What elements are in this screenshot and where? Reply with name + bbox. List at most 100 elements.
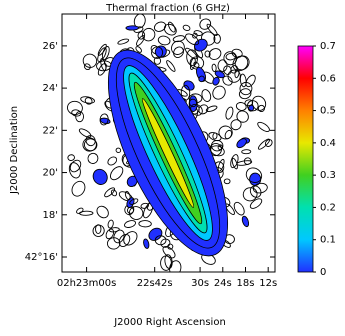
colorbar-tick-label: 0.6: [320, 73, 336, 84]
noise-contour: [230, 154, 239, 169]
colorbar-tick-label: 0.7: [320, 41, 336, 52]
y-tick-label: 22': [43, 125, 58, 136]
noise-contour: [233, 201, 245, 216]
noise-contour: [247, 100, 259, 112]
noise-contour: [82, 53, 98, 68]
noise-contour: [236, 110, 249, 123]
noise-contour: [99, 113, 109, 126]
noise-contour: [71, 109, 82, 117]
noise-contour: [209, 143, 222, 157]
noise-contour: [213, 33, 221, 44]
noise-contour: [92, 168, 108, 185]
noise-contour: [234, 68, 240, 79]
x-tick-label: 02h23m00s: [57, 278, 116, 289]
y-tick-label: 20': [43, 168, 58, 179]
noise-contour: [136, 35, 145, 47]
galaxy-layer: [141, 98, 195, 208]
noise-contour: [217, 59, 228, 72]
noise-contour: [206, 23, 218, 36]
noise-contour: [217, 158, 225, 172]
noise-contour: [257, 121, 270, 132]
noise-contour: [105, 228, 115, 240]
noise-contour: [205, 105, 218, 112]
noise-contour: [110, 189, 118, 197]
y-tick-label: 26': [43, 41, 58, 52]
noise-contour: [138, 220, 152, 228]
noise-contour: [154, 45, 167, 58]
y-axis-label: J2000 Declination: [9, 106, 20, 195]
noise-contour: [193, 61, 200, 68]
noise-contour: [163, 23, 177, 36]
noise-contour: [104, 187, 116, 198]
noise-contour: [117, 38, 130, 45]
noise-contour: [212, 85, 226, 100]
noise-contour: [198, 75, 205, 83]
noise-contour: [249, 185, 262, 198]
noise-contour: [124, 220, 137, 228]
noise-contour: [167, 21, 176, 33]
noise-contour: [241, 215, 250, 228]
noise-contour: [257, 138, 271, 150]
noise-contour: [157, 35, 171, 46]
noise-contour: [194, 38, 208, 52]
noise-contour: [208, 48, 222, 60]
noise-contour: [151, 46, 164, 59]
noise-contour: [183, 80, 195, 91]
noise-contour: [243, 157, 252, 165]
noise-contour: [128, 206, 144, 220]
noise-contour: [76, 207, 84, 214]
image-area: [67, 14, 273, 272]
y-tick-label: 18': [43, 210, 58, 221]
noise-contour: [231, 48, 243, 58]
noise-contour: [171, 40, 185, 55]
noise-contour: [225, 52, 237, 61]
colorbar-tick-label: 0: [320, 267, 326, 278]
x-axis-label: J2000 Right Ascension: [113, 317, 226, 328]
noise-contour: [223, 178, 231, 185]
noise-contour: [68, 162, 81, 179]
noise-contour: [235, 102, 247, 111]
colorbar-tick-label: 0.3: [320, 170, 336, 181]
noise-contour: [82, 137, 97, 152]
noise-contour: [84, 97, 93, 105]
noise-contour: [109, 227, 120, 233]
noise-contour: [245, 167, 263, 183]
noise-contour: [230, 119, 242, 131]
noise-contour: [78, 210, 94, 216]
noise-contour: [192, 32, 198, 39]
y-tick-label: 24': [43, 83, 58, 94]
noise-contour: [185, 33, 200, 46]
noise-contour: [251, 95, 267, 111]
noise-contour: [127, 206, 134, 214]
plot-frame: [61, 13, 276, 273]
noise-contour: [224, 129, 233, 140]
noise-contour: [143, 238, 150, 249]
x-tick-label: 12s: [259, 278, 277, 289]
noise-contour: [166, 60, 176, 72]
noise-contour: [107, 219, 114, 229]
noise-contour: [87, 152, 99, 164]
noise-contour: [123, 231, 138, 246]
noise-contour: [169, 260, 182, 272]
noise-contour: [212, 76, 220, 86]
noise-contour: [124, 190, 131, 201]
noise-contour: [211, 63, 217, 72]
noise-contour: [107, 156, 118, 166]
noise-contour: [135, 46, 142, 53]
noise-contour: [142, 27, 156, 42]
noise-contour: [199, 18, 212, 30]
noise-contour: [232, 55, 249, 72]
noise-contour: [129, 198, 139, 205]
noise-contour: [189, 98, 198, 108]
colorbar-tick-label: 0.4: [320, 138, 336, 149]
noise-contour: [204, 50, 211, 58]
noise-contour: [231, 157, 238, 170]
x-tick-label: 24s: [214, 278, 232, 289]
noise-contour: [83, 138, 98, 152]
colorbar-tick-label: 0.2: [320, 202, 336, 213]
noise-contour: [239, 81, 253, 96]
noise-contour: [148, 227, 163, 241]
noise-contour: [182, 24, 191, 31]
noise-contour: [97, 63, 107, 76]
